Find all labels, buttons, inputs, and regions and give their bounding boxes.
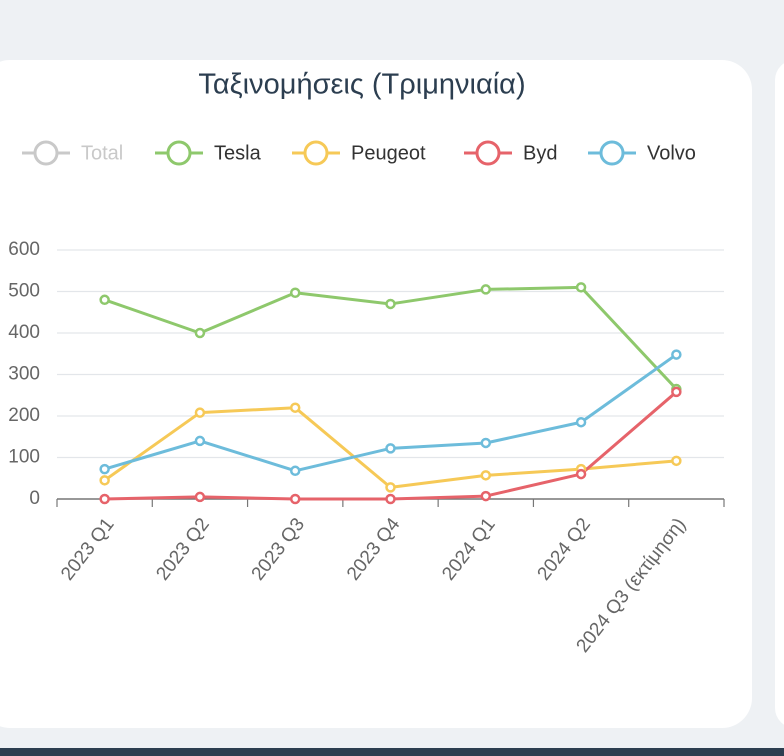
data-point [99,294,110,306]
y-tick-label: 300 [8,364,40,385]
y-tick-label: 500 [8,281,40,302]
footer-bar [0,748,784,756]
data-point [194,327,206,339]
y-tick-label: 600 [8,239,40,260]
data-point [575,282,587,293]
data-point [575,416,587,428]
data-point [99,463,110,475]
chart-title: Ταξινομήσεις (Τριμηνιαία) [198,69,525,101]
data-point [575,468,587,480]
side-card [775,63,784,725]
data-point [385,443,396,454]
legend-label: Total [81,142,123,164]
y-tick-label: 0 [29,488,40,509]
legend-label: Byd [523,142,557,164]
data-point [99,475,110,486]
data-point [194,491,206,503]
data-point [480,490,492,502]
data-point [480,284,492,295]
y-tick-label: 100 [8,447,40,468]
data-point [289,402,301,413]
y-tick-label: 200 [8,405,40,426]
data-point [194,407,206,418]
y-tick-label: 400 [8,322,40,343]
legend-marker [33,140,59,166]
data-point [289,287,301,298]
data-point [480,470,492,481]
data-point [385,493,396,505]
legend-marker [475,140,501,166]
data-point [385,482,396,493]
legend-label: Volvo [647,142,696,164]
legend-label: Peugeot [351,142,426,164]
plot [99,282,682,505]
data-point [671,349,682,360]
data-point [99,493,110,505]
legend-marker [166,140,192,166]
data-point [671,386,682,398]
data-point [289,465,301,477]
data-point [194,435,206,447]
data-point [289,493,301,505]
data-point [385,298,396,310]
legend-marker [303,140,329,166]
chart-card [0,60,752,728]
data-point [671,455,682,467]
legend-label: Tesla [214,142,262,164]
legend-marker [599,140,625,166]
data-point [480,437,492,449]
